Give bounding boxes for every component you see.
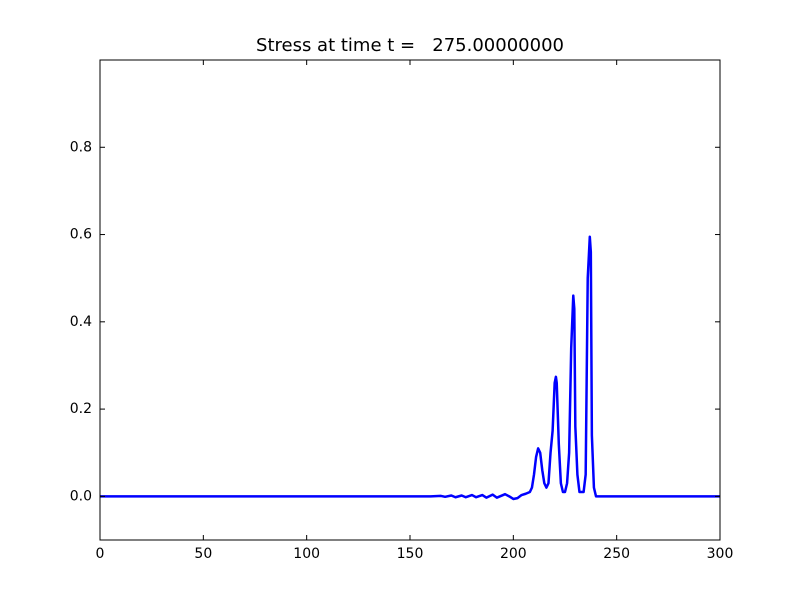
y-tick-label: 0.6	[70, 227, 92, 243]
y-tick-label: 0.8	[70, 139, 92, 155]
x-tick-label: 250	[603, 546, 630, 562]
y-tick-label: 0.2	[70, 401, 92, 417]
x-tick-label: 0	[96, 546, 105, 562]
x-tick-label: 300	[707, 546, 734, 562]
data-line	[100, 235, 720, 501]
y-tick-label: 0.0	[70, 488, 92, 504]
x-tick-label: 200	[500, 546, 527, 562]
chart-title: Stress at time t = 275.00000000	[256, 35, 564, 56]
y-tick-label: 0.4	[70, 314, 92, 330]
x-tick-label: 50	[194, 546, 212, 562]
x-tick-label: 100	[293, 546, 320, 562]
x-tick-label: 150	[397, 546, 424, 562]
